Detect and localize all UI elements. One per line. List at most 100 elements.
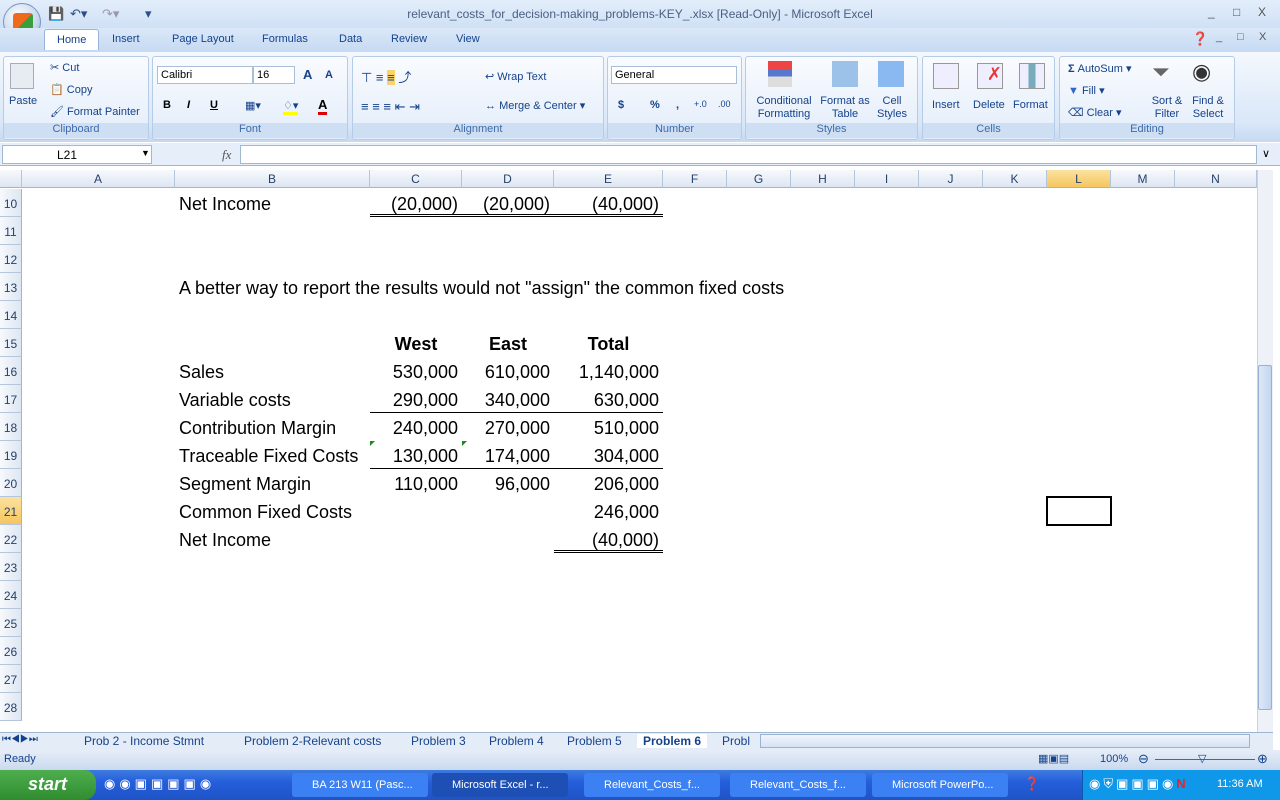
autosum-button[interactable]: Σ AutoSum ▾ xyxy=(1068,63,1132,75)
workbook-close-icon[interactable]: X xyxy=(1259,31,1267,43)
column-header-F[interactable]: F xyxy=(663,170,727,188)
row-header-17[interactable]: 17 xyxy=(0,385,22,413)
sort-filter-button[interactable]: Sort & Filter xyxy=(1151,95,1183,120)
borders-icon[interactable]: ▦▾ xyxy=(245,100,261,112)
merge-center-button[interactable]: ↔ Merge & Center ▾ xyxy=(485,100,586,112)
row-header-20[interactable]: 20 xyxy=(0,469,22,497)
start-button[interactable]: start xyxy=(0,770,96,800)
cell-E21[interactable]: 246,000 xyxy=(554,497,663,525)
number-format-select[interactable]: General xyxy=(611,66,737,84)
copy-button[interactable]: 📋 Copy xyxy=(50,83,92,96)
select-all-corner[interactable] xyxy=(0,170,22,188)
cell-E16[interactable]: 1,140,000 xyxy=(554,357,663,385)
cell-B18[interactable]: Contribution Margin xyxy=(175,413,370,441)
zoom-level[interactable]: 100% xyxy=(1100,753,1129,765)
cell-E19[interactable]: 304,000 xyxy=(554,441,663,469)
cell-D17[interactable]: 340,000 xyxy=(462,385,554,413)
comma-button[interactable]: , xyxy=(676,99,680,111)
align-top-icon[interactable]: ⊤ ≡ ≡ ⤴ xyxy=(361,70,412,85)
horizontal-scrollbar[interactable] xyxy=(760,734,1250,748)
quick-launch-icons[interactable]: ◉◉▣▣▣▣◉ xyxy=(104,776,216,791)
view-buttons-icon[interactable]: ▦▣▤ xyxy=(1038,753,1070,765)
cell-D16[interactable]: 610,000 xyxy=(462,357,554,385)
insert-button[interactable]: Insert xyxy=(932,99,960,111)
column-header-D[interactable]: D xyxy=(462,170,554,188)
cell-C20[interactable]: 110,000 xyxy=(370,469,462,497)
column-header-B[interactable]: B xyxy=(175,170,370,188)
sheet-tab[interactable]: Prob 2 - Income Stmnt xyxy=(84,734,205,748)
cell-C10[interactable]: (20,000) xyxy=(370,189,462,217)
minimize-icon[interactable]: _ xyxy=(1208,5,1215,19)
sheet-nav-arrows-icon[interactable]: ⏮◀▶⏭ xyxy=(2,734,38,745)
cell-D15[interactable]: East xyxy=(462,329,554,357)
row-header-22[interactable]: 22 xyxy=(0,525,22,553)
row-header-24[interactable]: 24 xyxy=(0,581,22,609)
cell-B17[interactable]: Variable costs xyxy=(175,385,370,413)
row-header-13[interactable]: 13 xyxy=(0,273,22,301)
formula-input[interactable] xyxy=(240,145,1257,164)
row-header-18[interactable]: 18 xyxy=(0,413,22,441)
expand-formula-bar-icon[interactable]: ∨ xyxy=(1262,148,1271,160)
font-size-select[interactable]: 16 xyxy=(253,66,295,84)
tab-view[interactable]: View xyxy=(456,33,480,45)
redo-icon[interactable]: ↷▾ xyxy=(102,6,120,21)
zoom-out-icon[interactable]: ⊖ xyxy=(1138,751,1149,766)
paste-button[interactable]: Paste xyxy=(9,95,38,107)
cell-B20[interactable]: Segment Margin xyxy=(175,469,370,497)
cell-B22[interactable]: Net Income xyxy=(175,525,370,553)
tab-data[interactable]: Data xyxy=(339,33,363,45)
save-icon[interactable]: 💾 xyxy=(48,6,65,21)
taskbar-button[interactable]: Microsoft PowerPo... xyxy=(872,773,1008,797)
row-header-15[interactable]: 15 xyxy=(0,329,22,357)
cell-C19[interactable]: 130,000 xyxy=(370,441,462,469)
row-header-21[interactable]: 21 xyxy=(0,497,22,525)
grow-font-button[interactable]: A xyxy=(303,67,313,82)
cell-D19[interactable]: 174,000 xyxy=(462,441,554,469)
tab-formulas[interactable]: Formulas xyxy=(262,33,308,45)
zoom-in-icon[interactable]: ⊕ xyxy=(1257,751,1268,766)
workbook-minimize-icon[interactable]: _ xyxy=(1216,31,1223,43)
column-header-M[interactable]: M xyxy=(1111,170,1175,188)
cell-D18[interactable]: 270,000 xyxy=(462,413,554,441)
restore-icon[interactable]: □ xyxy=(1233,5,1241,19)
row-header-12[interactable]: 12 xyxy=(0,245,22,273)
sheet-tab[interactable]: Probl xyxy=(722,734,751,748)
fill-color-icon[interactable]: ♢▾ xyxy=(283,99,299,115)
cell-B10[interactable]: Net Income xyxy=(175,189,370,217)
cell-styles-button[interactable]: Cell Styles xyxy=(877,95,907,120)
row-header-19[interactable]: 19 xyxy=(0,441,22,469)
column-header-H[interactable]: H xyxy=(791,170,855,188)
column-header-C[interactable]: C xyxy=(370,170,462,188)
undo-icon[interactable]: ↶▾ xyxy=(70,6,88,21)
cell-B16[interactable]: Sales xyxy=(175,357,370,385)
bold-button[interactable]: B xyxy=(163,99,171,111)
zoom-slider-thumb[interactable]: ▽ xyxy=(1198,753,1207,765)
row-header-23[interactable]: 23 xyxy=(0,553,22,581)
worksheet-grid[interactable]: A B C D E F G H I J K L M N 10 11 12 13 14 15 16 17 18 19 20 21 22… xyxy=(0,170,1257,732)
zoom-slider[interactable] xyxy=(1155,759,1255,760)
cell-B13[interactable]: A better way to report the results would… xyxy=(175,273,784,301)
customize-icon[interactable]: ▾ xyxy=(145,6,152,21)
sheet-tab[interactable]: Problem 4 xyxy=(489,734,544,748)
column-header-I[interactable]: I xyxy=(855,170,919,188)
selected-cell-cursor[interactable] xyxy=(1046,496,1112,526)
percent-button[interactable]: % xyxy=(650,99,660,111)
font-color-button[interactable]: A xyxy=(318,97,328,115)
row-header-25[interactable]: 25 xyxy=(0,609,22,637)
cell-C16[interactable]: 530,000 xyxy=(370,357,462,385)
format-as-table-button[interactable]: Format as Table xyxy=(820,95,870,120)
clear-button[interactable]: ⌫ Clear ▾ xyxy=(1068,107,1122,119)
sheet-tab[interactable]: Problem 2-Relevant costs xyxy=(244,734,382,748)
font-name-select[interactable]: Calibri xyxy=(157,66,253,84)
cell-C18[interactable]: 240,000 xyxy=(370,413,462,441)
sheet-tab[interactable]: Problem 3 xyxy=(411,734,466,748)
help-icon[interactable]: ❓ xyxy=(1192,31,1209,46)
tab-page-layout[interactable]: Page Layout xyxy=(172,33,234,45)
column-header-K[interactable]: K xyxy=(983,170,1047,188)
cell-E22[interactable]: (40,000) xyxy=(554,525,663,553)
fill-button[interactable]: ▼ Fill ▾ xyxy=(1068,85,1105,97)
vertical-scroll-thumb[interactable] xyxy=(1258,365,1272,710)
format-button[interactable]: Format xyxy=(1013,99,1048,111)
cell-E17[interactable]: 630,000 xyxy=(554,385,663,413)
row-header-16[interactable]: 16 xyxy=(0,357,22,385)
